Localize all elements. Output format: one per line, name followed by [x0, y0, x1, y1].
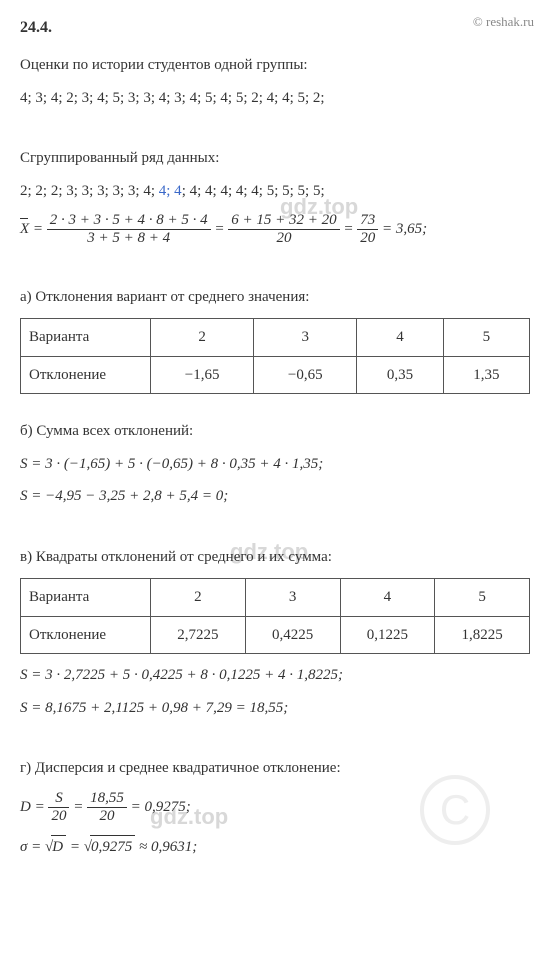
copyright-text: © reshak.ru [473, 12, 534, 32]
s-formula-1: S = 3 · (−1,65) + 5 · (−0,65) + 8 · 0,35… [20, 453, 530, 476]
table-cell: 4 [340, 579, 435, 617]
s-formula-4: S = 8,1675 + 2,1125 + 0,98 + 7,29 = 18,5… [20, 697, 530, 720]
dispersion-formula: D = S20 = 18,5520 = 0,9275; [20, 790, 530, 826]
table-cell: 5 [443, 319, 529, 357]
d-num2: 18,55 [87, 790, 127, 808]
sigma-formula: σ = √D = √0,9275 ≈ 0,9631; [20, 835, 530, 859]
table-c: Варианта 2 3 4 5 Отклонение 2,7225 0,422… [20, 578, 530, 654]
sigma-result: ≈ 0,9631; [135, 839, 197, 855]
xbar-den2: 20 [228, 230, 339, 247]
xbar-num2: 6 + 15 + 32 + 20 [228, 212, 339, 230]
xbar-num3: 73 [357, 212, 378, 230]
grades-list: 4; 3; 4; 2; 3; 4; 5; 3; 3; 4; 3; 4; 5; 4… [20, 87, 530, 110]
table-cell: 3 [245, 579, 340, 617]
exercise-number: 24.4. [20, 16, 530, 40]
table-cell: 0,4225 [245, 616, 340, 654]
part-a-label: а) Отклонения вариант от среднего значен… [20, 286, 530, 309]
part-d-label: г) Дисперсия и среднее квадратичное откл… [20, 757, 530, 780]
table-a: Варианта 2 3 4 5 Отклонение −1,65 −0,65 … [20, 318, 530, 394]
xbar-den3: 20 [357, 230, 378, 247]
table-cell: 0,1225 [340, 616, 435, 654]
s-formula-3: S = 3 · 2,7225 + 5 · 0,4225 + 8 · 0,1225… [20, 664, 530, 687]
table-cell: −1,65 [151, 356, 254, 394]
table-cell: 2 [151, 319, 254, 357]
table-cell: −0,65 [254, 356, 357, 394]
table-cell: 5 [435, 579, 530, 617]
table-a-h2: Отклонение [21, 356, 151, 394]
part-b-label: б) Сумма всех отклонений: [20, 420, 530, 443]
table-c-h2: Отклонение [21, 616, 151, 654]
table-cell: 3 [254, 319, 357, 357]
d-den2: 20 [87, 808, 127, 825]
grouped-label: Сгруппированный ряд данных: [20, 147, 530, 170]
grouped-pre: 2; 2; 2; 3; 3; 3; 3; 3; 4; [20, 183, 159, 199]
d-num1: S [48, 790, 69, 808]
table-cell: 0,35 [357, 356, 443, 394]
grouped-blue: 4; 4 [159, 183, 182, 199]
part-c-label: в) Квадраты отклонений от среднего и их … [20, 546, 530, 569]
table-c-h1: Варианта [21, 579, 151, 617]
intro-text: Оценки по истории студентов одной группы… [20, 54, 530, 77]
grouped-series: 2; 2; 2; 3; 3; 3; 3; 3; 4; 4; 4; 4; 4; 4… [20, 180, 530, 203]
s-formula-2: S = −4,95 − 3,25 + 2,8 + 5,4 = 0; [20, 485, 530, 508]
grouped-post: ; 4; 4; 4; 4; 4; 5; 5; 5; 5; [182, 183, 325, 199]
xbar-den: 3 + 5 + 8 + 4 [47, 230, 211, 247]
d-result: = 0,9275; [127, 799, 191, 815]
table-a-h1: Варианта [21, 319, 151, 357]
mean-formula: X = 2 · 3 + 3 · 5 + 4 · 8 + 5 · 43 + 5 +… [20, 212, 530, 248]
sigma-val: 0,9275 [90, 835, 135, 859]
table-cell: 1,8225 [435, 616, 530, 654]
table-cell: 4 [357, 319, 443, 357]
table-cell: 2,7225 [151, 616, 246, 654]
d-den1: 20 [48, 808, 69, 825]
table-cell: 1,35 [443, 356, 529, 394]
xbar-num: 2 · 3 + 3 · 5 + 4 · 8 + 5 · 4 [47, 212, 211, 230]
xbar-result: = 3,65; [378, 221, 427, 237]
table-cell: 2 [151, 579, 246, 617]
